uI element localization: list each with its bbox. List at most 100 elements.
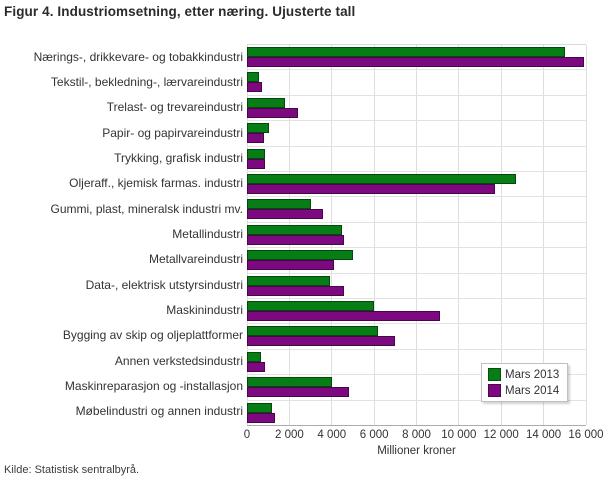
x-tick-label: 0	[243, 429, 251, 441]
gridline	[458, 45, 460, 425]
category-label: Metallindustri	[172, 226, 243, 241]
bar-mars-2014	[247, 57, 584, 67]
category-row	[247, 147, 586, 173]
x-axis: 0 2 000 4 000 6 000 8 000 10 000 12 000 14 000 1…	[243, 429, 604, 443]
category-label-row: Nærings-, drikkevare- og tobakkindustri	[0, 44, 243, 69]
category-label-row: Metallindustri	[0, 221, 243, 246]
bar-mars-2013	[247, 224, 343, 235]
gridline	[543, 45, 545, 425]
bar-mars-2014	[247, 234, 345, 245]
category-label: Metallvareindustri	[148, 252, 243, 267]
category-label-row: Annen verkstedsindustri	[0, 348, 243, 373]
category-label: Gummi, plast, mineralsk industri mv.	[50, 201, 244, 216]
category-row	[247, 96, 586, 122]
category-row	[247, 299, 586, 325]
legend-label-mars-2013: Mars 2013	[505, 368, 560, 381]
bar-mars-2014	[247, 336, 396, 347]
bar-mars-2014	[247, 387, 349, 398]
category-row	[247, 197, 586, 223]
category-label: Bygging av skip og oljeplattformer	[62, 328, 243, 343]
x-tick-label: 2 000	[274, 429, 304, 441]
category-label: Oljeraff., kjemisk farmas. industri	[69, 176, 243, 191]
legend-swatch-mars-2013-icon	[488, 368, 501, 381]
bar-mars-2013	[247, 123, 270, 134]
category-row	[247, 350, 586, 376]
category-label: Nærings-, drikkevare- og tobakkindustri	[33, 49, 243, 64]
category-label-row: Oljeraff., kjemisk farmas. industri	[0, 171, 243, 196]
bar-mars-2014	[247, 311, 440, 322]
bar-mars-2014	[247, 260, 334, 271]
bar-mars-2014	[247, 285, 345, 296]
bar-mars-2014	[247, 133, 264, 144]
bar-mars-2014	[247, 107, 298, 118]
category-label-row: Tekstil-, bekledning-, lærvareindustri	[0, 69, 243, 94]
x-tick-label: 12 000	[483, 429, 519, 441]
bar-mars-2013	[247, 326, 379, 337]
bar-mars-2013	[247, 47, 565, 57]
category-row	[247, 45, 586, 71]
category-label: Maskinreparasjon og -installasjon	[64, 378, 243, 393]
category-label-row: Gummi, plast, mineralsk industri mv.	[0, 196, 244, 221]
legend-label-mars-2014: Mars 2014	[505, 384, 560, 397]
source-note: Kilde: Statistisk sentralbyrå.	[4, 464, 140, 476]
legend-item-mars-2013: Mars 2013	[488, 368, 559, 381]
bar-mars-2013	[247, 72, 259, 83]
bar-mars-2013	[247, 402, 273, 413]
category-label: Tekstil-, bekledning-, lærvareindustri	[50, 74, 243, 89]
bar-mars-2013	[247, 148, 265, 159]
gridline	[373, 45, 375, 425]
legend-swatch-mars-2014-icon	[488, 384, 501, 397]
x-tick-label: 14 000	[526, 429, 562, 441]
category-row	[247, 401, 586, 425]
bar-mars-2013	[247, 377, 332, 388]
category-label-row: Trelast- og trevareindustri	[0, 95, 243, 120]
gridline	[416, 45, 417, 425]
category-label-row: Møbelindustri og annen industri	[0, 399, 243, 424]
bar-mars-2013	[247, 174, 517, 185]
bar-mars-2013	[247, 351, 261, 362]
x-tick-label: 6 000	[359, 429, 389, 441]
category-label: Trykking, grafisk industri	[114, 150, 243, 165]
category-label: Annen verkstedsindustri	[114, 353, 243, 368]
category-row	[247, 375, 586, 401]
bar-mars-2014	[247, 412, 275, 423]
category-label-row: Metallvareindustri	[0, 247, 243, 272]
category-labels: Nærings-, drikkevare- og tobakkindustri T…	[0, 44, 243, 424]
x-tick-label: 10 000	[441, 429, 477, 441]
category-row	[247, 223, 586, 249]
x-tick-label: 4 000	[317, 429, 347, 441]
category-row	[247, 121, 586, 147]
category-label: Maskinindustri	[166, 302, 243, 317]
x-tick-label: 8 000	[402, 429, 431, 441]
category-label: Trelast- og trevareindustri	[106, 100, 243, 115]
category-row	[247, 248, 586, 274]
bar-mars-2014	[247, 361, 265, 372]
category-row	[247, 274, 586, 300]
bar-mars-2014	[247, 184, 495, 195]
bar-mars-2013	[247, 250, 353, 261]
category-label-row: Papir- og papirvareindustri	[0, 120, 243, 145]
category-label-row: Trykking, grafisk industri	[0, 145, 243, 170]
category-label-row: Bygging av skip og oljeplattformer	[0, 323, 243, 348]
x-axis-label: Millioner kroner	[377, 445, 456, 457]
category-label-row: Maskinreparasjon og -installasjon	[0, 373, 243, 398]
bar-mars-2014	[247, 82, 262, 93]
category-label-row: Data-, elektrisk utstyrsindustri	[0, 272, 243, 297]
category-label: Data-, elektrisk utstyrsindustri	[85, 277, 243, 292]
category-label-row: Maskinindustri	[0, 297, 243, 322]
bar-rows	[247, 45, 586, 425]
category-label: Møbelindustri og annen industri	[75, 404, 243, 419]
legend-item-mars-2014: Mars 2014	[488, 384, 559, 397]
bar-mars-2014	[247, 158, 265, 169]
bar-mars-2013	[247, 199, 311, 210]
bar-mars-2014	[247, 209, 324, 220]
category-label: Papir- og papirvareindustri	[102, 125, 243, 140]
bar-mars-2013	[247, 97, 286, 108]
category-row	[247, 70, 586, 96]
bar-mars-2013	[247, 301, 375, 312]
bar-mars-2013	[247, 275, 330, 286]
figure-title: Figur 4. Industriomsetning, etter næring…	[4, 4, 356, 19]
category-row	[247, 172, 586, 198]
gridline	[500, 45, 502, 425]
